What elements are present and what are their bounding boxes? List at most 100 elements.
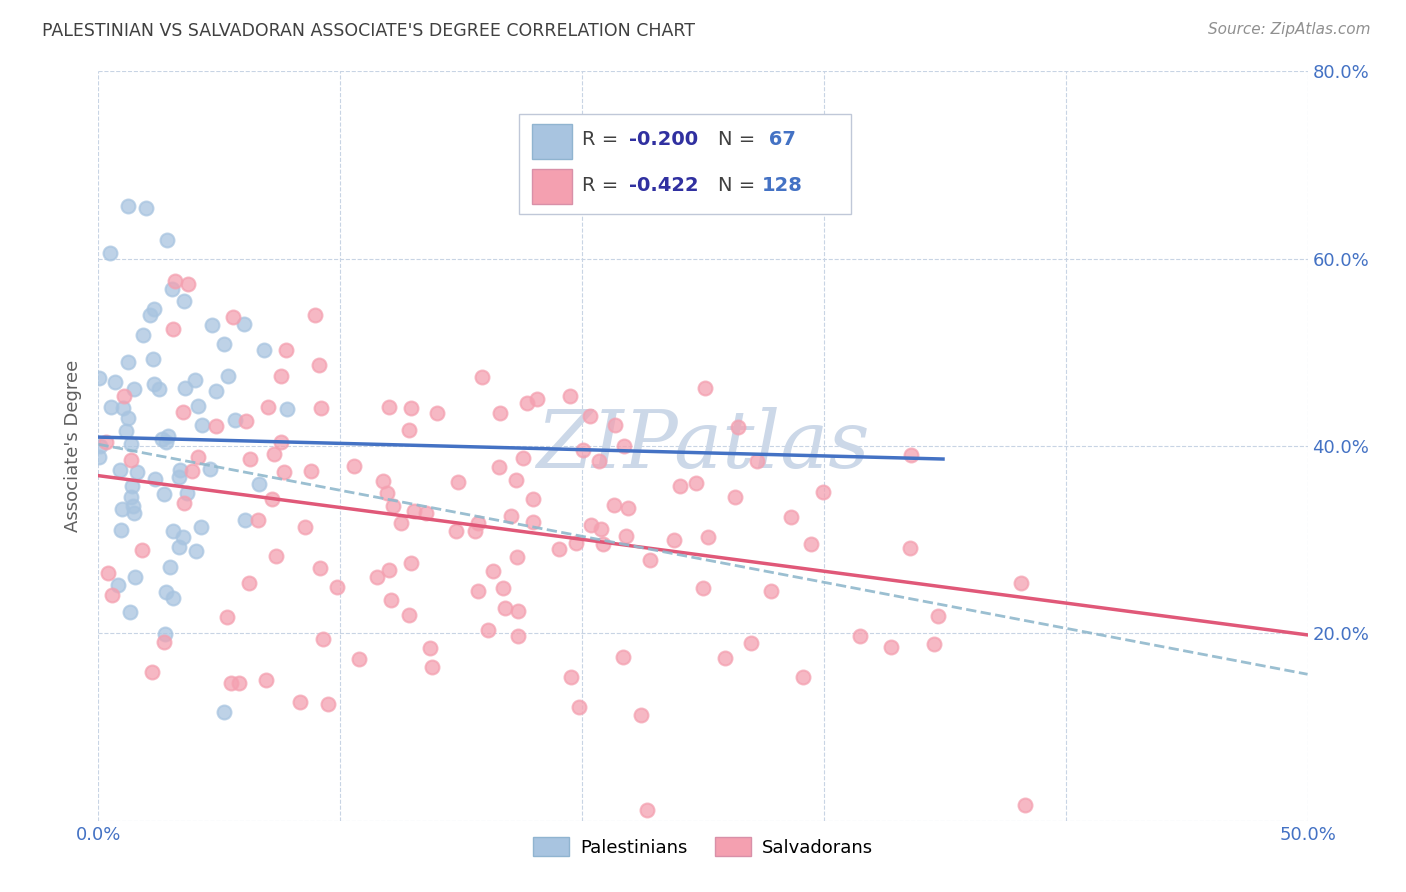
Point bbox=[219, 675, 242, 690]
Point bbox=[560, 670, 582, 684]
Point bbox=[592, 536, 614, 550]
Point bbox=[117, 355, 139, 369]
Point bbox=[612, 649, 634, 664]
Point bbox=[366, 570, 388, 584]
Point bbox=[124, 382, 146, 396]
Point bbox=[163, 274, 186, 288]
Point bbox=[759, 584, 782, 599]
Point bbox=[120, 437, 142, 451]
Point bbox=[401, 401, 423, 415]
Point bbox=[122, 506, 145, 520]
Point bbox=[848, 629, 870, 643]
Point bbox=[155, 435, 177, 450]
Point bbox=[522, 492, 544, 507]
Point bbox=[120, 605, 142, 619]
Point bbox=[238, 576, 260, 591]
Text: R =: R = bbox=[582, 130, 624, 149]
Point bbox=[159, 560, 181, 574]
Point bbox=[419, 640, 441, 655]
Point bbox=[898, 541, 921, 556]
Point bbox=[124, 570, 146, 584]
Point bbox=[215, 609, 238, 624]
Point bbox=[89, 371, 111, 385]
Point bbox=[180, 464, 202, 478]
Point bbox=[714, 650, 737, 665]
Legend: Palestinians, Salvadorans: Palestinians, Salvadorans bbox=[526, 830, 880, 864]
Point bbox=[404, 504, 426, 518]
Text: N =: N = bbox=[718, 176, 762, 195]
Point bbox=[276, 343, 298, 358]
Point bbox=[482, 564, 505, 578]
Point bbox=[172, 530, 194, 544]
Point bbox=[143, 302, 166, 317]
Point bbox=[347, 651, 370, 665]
Point bbox=[98, 246, 121, 260]
Text: -0.200: -0.200 bbox=[628, 130, 697, 149]
Point bbox=[217, 368, 239, 383]
Point bbox=[617, 501, 640, 516]
Point bbox=[522, 515, 544, 529]
Point bbox=[156, 428, 179, 442]
Point bbox=[1014, 798, 1036, 813]
Point bbox=[697, 530, 720, 544]
Point bbox=[692, 581, 714, 595]
Point bbox=[669, 479, 692, 493]
Point bbox=[312, 632, 335, 646]
Point bbox=[477, 623, 499, 637]
Point bbox=[142, 351, 165, 366]
Point bbox=[228, 676, 250, 690]
Point bbox=[568, 699, 591, 714]
Point bbox=[922, 637, 945, 651]
Point bbox=[640, 553, 662, 567]
Point bbox=[205, 384, 228, 398]
Point bbox=[111, 502, 134, 516]
Point bbox=[131, 543, 153, 558]
Point bbox=[526, 392, 548, 406]
Point bbox=[212, 705, 235, 719]
Point bbox=[120, 453, 142, 467]
Point bbox=[380, 593, 402, 607]
Point bbox=[927, 609, 949, 624]
Point bbox=[489, 406, 512, 420]
Point bbox=[467, 583, 489, 598]
Point bbox=[97, 566, 120, 580]
Point bbox=[112, 389, 135, 403]
Point bbox=[121, 500, 143, 514]
Point bbox=[270, 434, 292, 449]
Point bbox=[235, 414, 257, 428]
Point bbox=[224, 413, 246, 427]
Text: -0.422: -0.422 bbox=[628, 176, 699, 195]
Point bbox=[464, 524, 486, 538]
Point bbox=[572, 442, 595, 457]
Point bbox=[662, 533, 685, 548]
Point bbox=[153, 626, 176, 640]
Point bbox=[724, 490, 747, 504]
Point bbox=[176, 277, 198, 291]
Point bbox=[153, 487, 176, 501]
Point bbox=[139, 308, 162, 322]
Point bbox=[304, 308, 326, 322]
Text: ZIPatlas: ZIPatlas bbox=[536, 408, 870, 484]
Point bbox=[156, 233, 179, 247]
Point bbox=[187, 399, 209, 413]
Point bbox=[232, 317, 254, 331]
Point bbox=[447, 475, 470, 490]
Text: PALESTINIAN VS SALVADORAN ASSOCIATE'S DEGREE CORRELATION CHART: PALESTINIAN VS SALVADORAN ASSOCIATE'S DE… bbox=[42, 22, 695, 40]
Point bbox=[389, 516, 412, 530]
Point bbox=[201, 318, 224, 333]
Point bbox=[375, 485, 398, 500]
Point bbox=[467, 516, 489, 530]
Point bbox=[415, 507, 437, 521]
Point bbox=[257, 400, 280, 414]
Point bbox=[792, 670, 814, 684]
Point bbox=[253, 343, 276, 357]
Point bbox=[558, 389, 581, 403]
Point bbox=[132, 327, 155, 342]
Point bbox=[233, 513, 256, 527]
Point bbox=[200, 461, 222, 475]
Point bbox=[294, 520, 316, 534]
Point bbox=[326, 580, 349, 594]
Point bbox=[101, 588, 124, 602]
Point bbox=[273, 465, 295, 479]
Text: N =: N = bbox=[718, 130, 762, 149]
